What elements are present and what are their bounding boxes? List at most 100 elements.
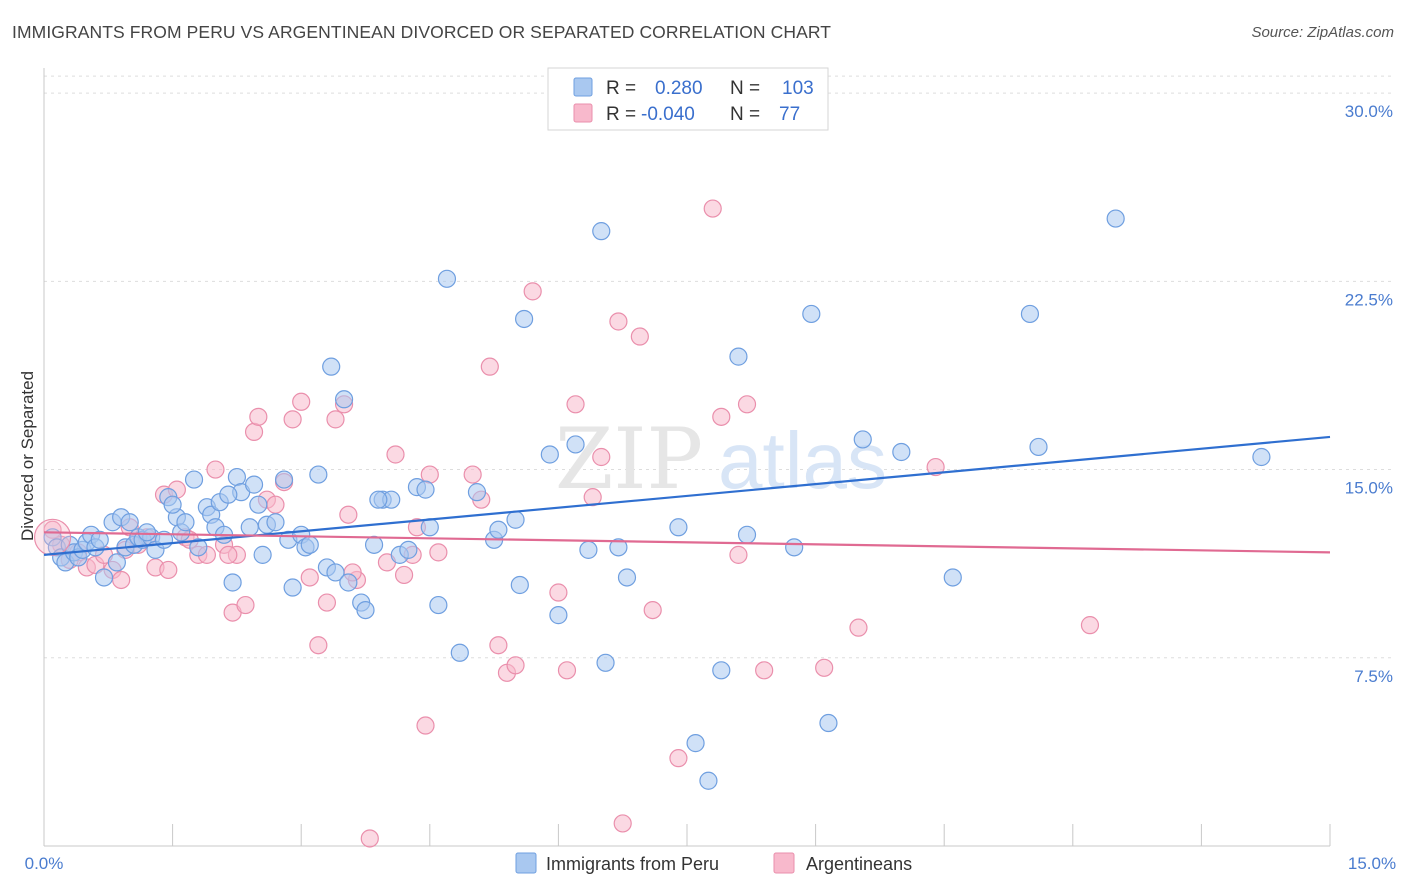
point-argentineans (300, 568, 319, 587)
x-tick-labels: 0.0% 15.0% (25, 824, 1396, 873)
stats-swatch-blue (573, 77, 593, 97)
point-peru (300, 535, 319, 554)
point-argentineans (206, 460, 225, 479)
grid-lines (44, 75, 1392, 659)
point-argentineans (630, 327, 649, 346)
legend-swatch-argentineans (773, 852, 795, 874)
point-peru (137, 523, 156, 542)
point-peru (617, 568, 637, 587)
point-peru (1106, 209, 1125, 228)
trend-lines (43, 435, 1331, 556)
point-argentineans (669, 749, 688, 768)
point-peru (176, 513, 195, 532)
watermark: ZIP atlas (555, 410, 887, 508)
x-tick-label-min: 0.0% (25, 854, 64, 873)
point-peru (244, 475, 264, 494)
point-peru (274, 470, 294, 489)
point-peru (510, 575, 529, 595)
stats-r-value-2: -0.040 (641, 104, 695, 125)
legend: Immigrants from Peru Argentineans (515, 852, 912, 874)
stats-n-value-1: 103 (782, 78, 814, 99)
point-peru (609, 538, 628, 557)
point-argentineans (283, 410, 302, 429)
point-argentineans (815, 658, 834, 677)
y-tick-label: 22.5% (1345, 290, 1393, 309)
point-peru (249, 495, 268, 514)
point-peru (892, 442, 911, 462)
point-peru (712, 661, 731, 680)
point-peru (540, 445, 559, 464)
point-peru (437, 269, 457, 288)
point-argentineans (386, 445, 405, 464)
point-peru (184, 470, 204, 489)
point-peru (90, 530, 109, 549)
point-peru (163, 495, 182, 514)
point-peru (240, 518, 259, 537)
point-argentineans (1080, 616, 1100, 635)
source-label: Source: ZipAtlas.com (1251, 24, 1394, 41)
point-argentineans (429, 543, 448, 562)
point-peru (326, 563, 345, 582)
chart-title: IMMIGRANTS FROM PERU VS ARGENTINEAN DIVO… (12, 22, 832, 42)
stats-r-label-1: R = (606, 78, 636, 99)
point-peru (467, 483, 487, 502)
point-peru (853, 430, 872, 449)
point-peru (283, 578, 302, 597)
point-argentineans (849, 618, 868, 637)
y-tick-label: 7.5% (1354, 667, 1393, 686)
point-peru (120, 513, 139, 532)
point-argentineans (360, 829, 379, 848)
stats-n-value-2: 77 (779, 104, 800, 125)
point-argentineans (703, 199, 722, 218)
point-peru (819, 713, 838, 733)
point-argentineans (249, 407, 268, 426)
legend-label-argentineans: Argentineans (806, 854, 912, 874)
point-peru (399, 540, 418, 559)
point-argentineans (489, 636, 508, 655)
point-argentineans (463, 465, 482, 484)
stats-n-label-2: N = (730, 104, 760, 125)
point-argentineans (317, 593, 337, 612)
point-peru (189, 538, 208, 557)
point-peru (107, 553, 126, 572)
point-argentineans (219, 545, 238, 564)
point-peru (515, 309, 534, 329)
point-peru (489, 520, 508, 539)
point-peru (253, 545, 272, 564)
y-tick-label: 30.0% (1345, 102, 1393, 121)
point-argentineans (112, 570, 131, 590)
point-argentineans (729, 545, 748, 564)
point-argentineans (394, 565, 414, 585)
point-peru (94, 568, 114, 587)
point-peru (364, 535, 384, 554)
point-peru (227, 467, 246, 487)
y-tick-labels: 7.5% 15.0% 22.5% 30.0% (1345, 102, 1393, 686)
stats-n-label-1: N = (730, 78, 760, 99)
y-axis-label: Divorced or Separated (18, 371, 37, 541)
point-peru (266, 513, 285, 532)
point-peru (1252, 447, 1271, 467)
point-argentineans (266, 495, 285, 514)
point-peru (1020, 304, 1040, 324)
point-argentineans (926, 457, 945, 477)
point-argentineans (549, 583, 568, 602)
point-peru (309, 465, 328, 484)
point-peru (596, 653, 615, 672)
stats-box: R = 0.280 N = 103 R = -0.040 N = 77 (547, 67, 829, 131)
point-peru (356, 600, 375, 620)
point-argentineans (755, 661, 774, 680)
stats-swatch-pink (573, 103, 593, 123)
point-peru (429, 595, 448, 615)
point-peru (802, 304, 821, 324)
point-argentineans (566, 395, 585, 414)
legend-label-peru: Immigrants from Peru (546, 854, 719, 874)
point-peru (450, 643, 469, 662)
y-tick-label: 15.0% (1345, 479, 1393, 498)
point-peru (369, 490, 388, 509)
point-peru (592, 222, 611, 241)
point-peru (579, 540, 598, 559)
point-argentineans (613, 814, 632, 833)
point-argentineans (339, 505, 358, 524)
stats-box-frame (547, 67, 829, 131)
